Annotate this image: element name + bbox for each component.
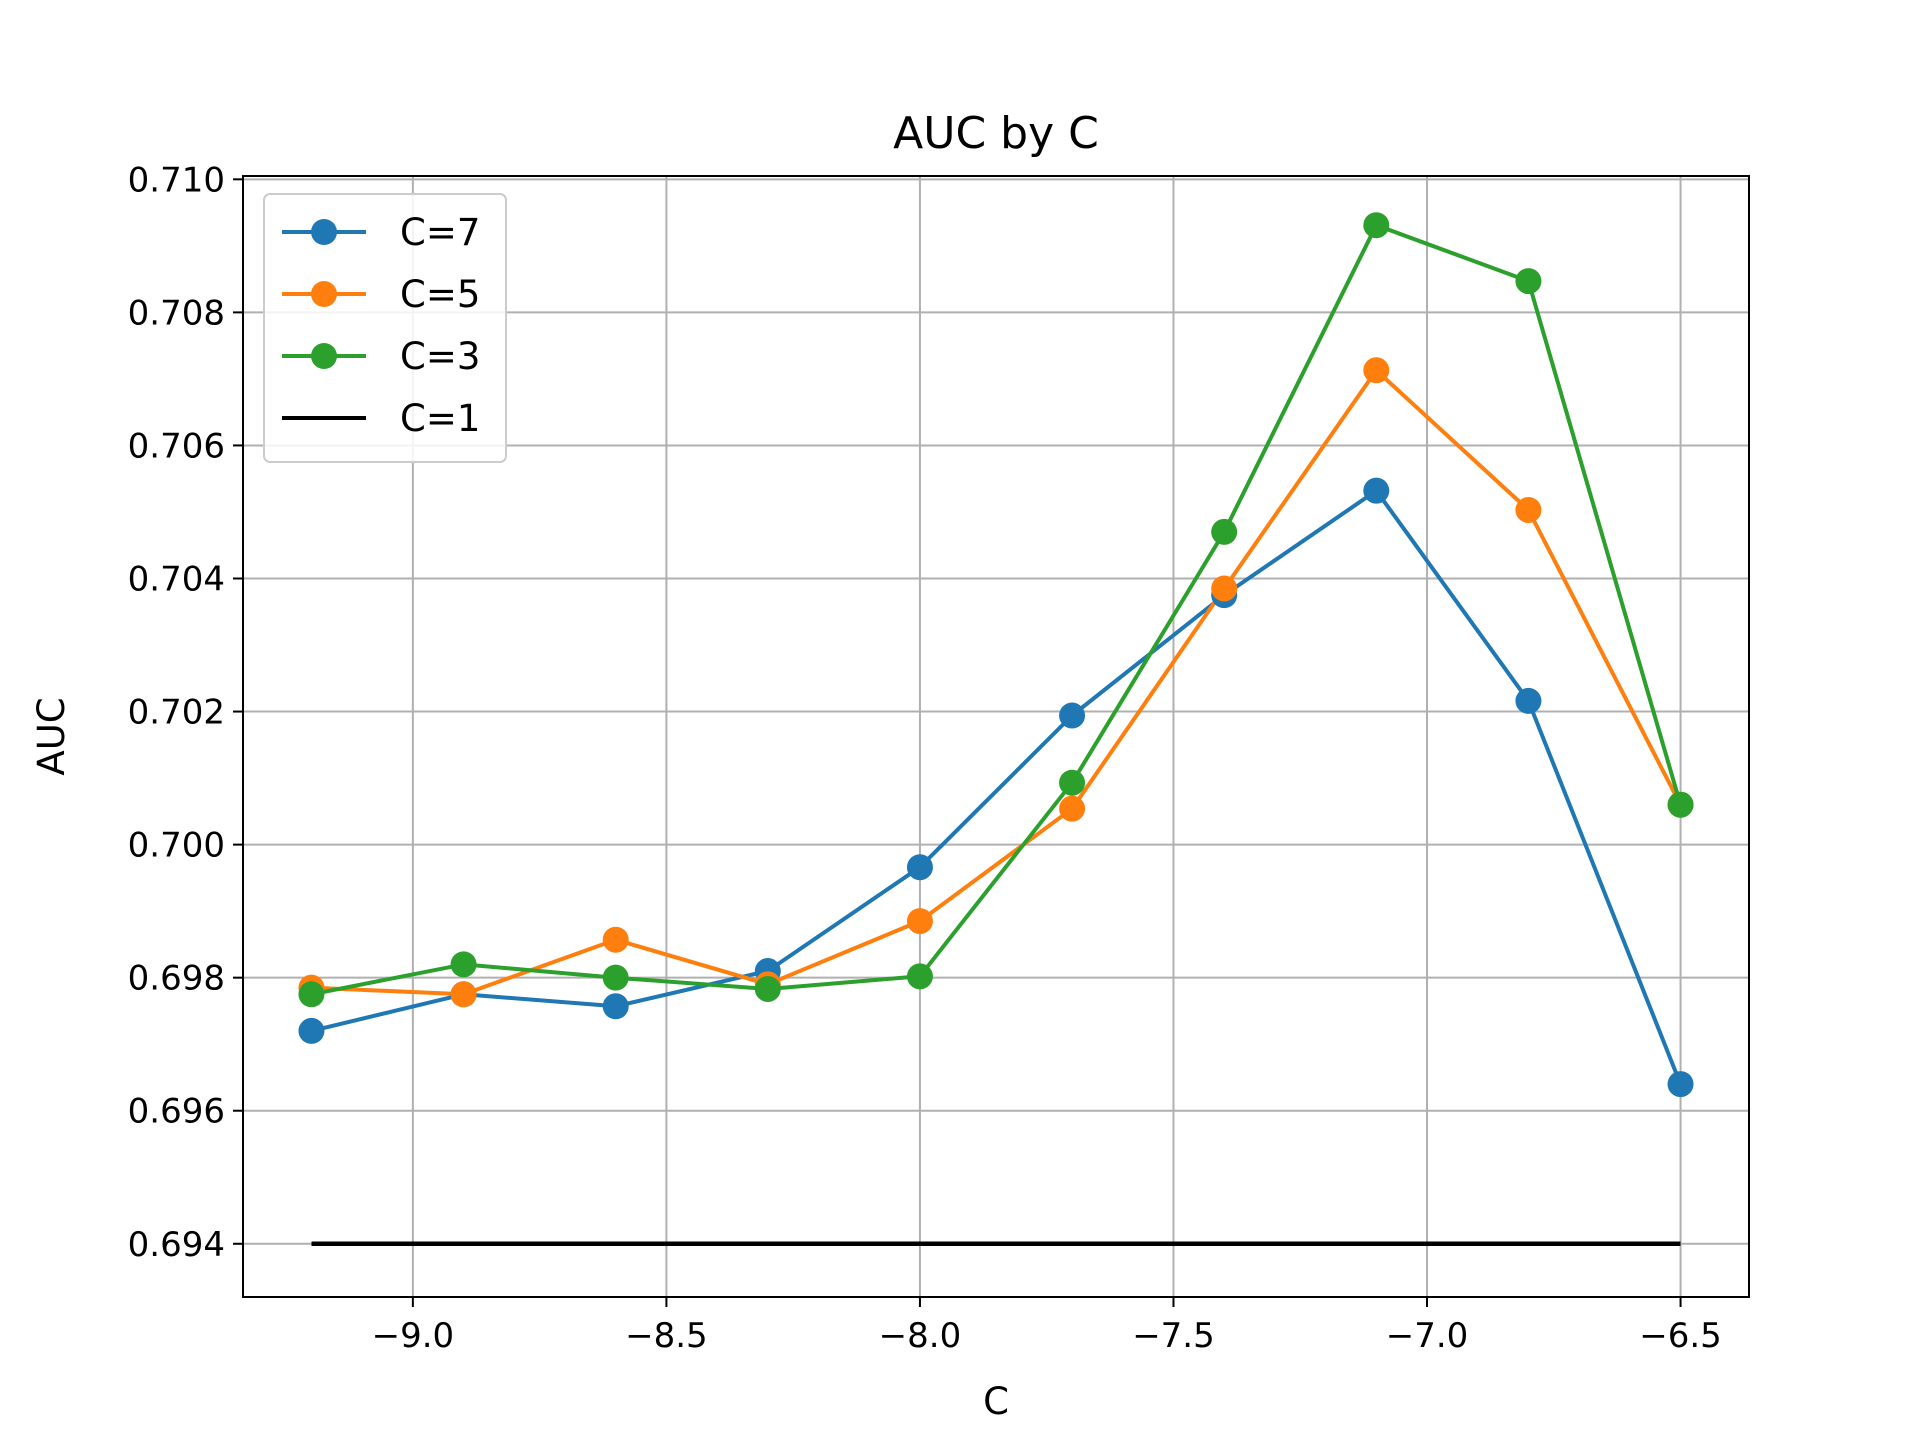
legend-label-c-1: C=1 (400, 397, 480, 440)
data-point-c-5 (1059, 795, 1086, 822)
series-line-c-7 (311, 488, 1683, 1085)
data-point-c-7 (298, 1017, 325, 1044)
y-tick-label: 0.704 (128, 559, 225, 599)
legend-label-c-7: C=7 (400, 211, 480, 254)
y-tick-label: 0.710 (128, 160, 225, 200)
series-line-c-3 (311, 223, 1683, 997)
x-tick-label: −6.5 (1639, 1316, 1722, 1356)
x-tick-label: −8.0 (879, 1316, 962, 1356)
legend-marker-c-5 (311, 281, 337, 307)
data-point-c-3 (450, 951, 477, 978)
legend-box (263, 193, 507, 463)
data-point-c-5 (450, 981, 477, 1008)
data-point-c-3 (906, 963, 933, 990)
y-tick-label: 0.698 (128, 959, 225, 999)
y-tick-label: 0.700 (128, 826, 225, 866)
y-tick-label: 0.694 (128, 1225, 225, 1265)
data-point-c-7 (906, 854, 933, 881)
data-point-c-7 (602, 993, 629, 1020)
legend: C=7 C=5 C=3 C=1 (263, 193, 507, 463)
data-point-c-3 (1059, 769, 1086, 796)
x-tick-label: −9.0 (372, 1316, 455, 1356)
legend-label-c-5: C=5 (400, 273, 480, 316)
legend-label-c-3: C=3 (400, 335, 480, 378)
legend-marker-c-7 (311, 219, 337, 245)
series-layer (311, 223, 1683, 1247)
y-tick-label: 0.696 (128, 1092, 225, 1132)
y-tick-label: 0.708 (128, 293, 225, 333)
data-point-c-5 (1363, 357, 1390, 384)
x-tick-label: −7.0 (1386, 1316, 1469, 1356)
x-tick-label: −7.5 (1132, 1316, 1215, 1356)
grid-layer (243, 176, 1749, 1297)
marker-layer (298, 212, 1694, 1098)
data-point-c-5 (1211, 575, 1238, 602)
data-point-c-7 (1515, 687, 1542, 714)
y-axis-label: AUC (30, 697, 73, 775)
data-point-c-7 (1059, 702, 1086, 729)
data-point-c-3 (602, 964, 629, 991)
data-point-c-5 (1515, 496, 1542, 523)
data-point-c-3 (1515, 268, 1542, 295)
data-point-c-3 (1211, 518, 1238, 545)
x-tick-label: −8.5 (625, 1316, 708, 1356)
data-point-c-3 (298, 981, 325, 1008)
data-point-c-7 (1363, 477, 1390, 504)
data-point-c-3 (1363, 212, 1390, 239)
data-point-c-5 (906, 908, 933, 935)
y-tick-label: 0.702 (128, 693, 225, 733)
data-point-c-5 (602, 926, 629, 953)
chart-title: AUC by C (893, 108, 1099, 159)
tick-layer: −9.0 −8.5 −8.0 −7.5 −7.0 −6.5 0.694 0.696 0.698 0… (128, 160, 1722, 1356)
y-tick-label: 0.706 (128, 426, 225, 466)
data-point-c-7 (1667, 1071, 1694, 1098)
data-point-c-3 (754, 975, 781, 1002)
series-line-c-5 (311, 368, 1683, 997)
plot-frame (242, 175, 1750, 1298)
x-axis-label: C (983, 1380, 1009, 1423)
legend-marker-c-3 (311, 343, 337, 369)
data-point-c-3 (1667, 791, 1694, 818)
